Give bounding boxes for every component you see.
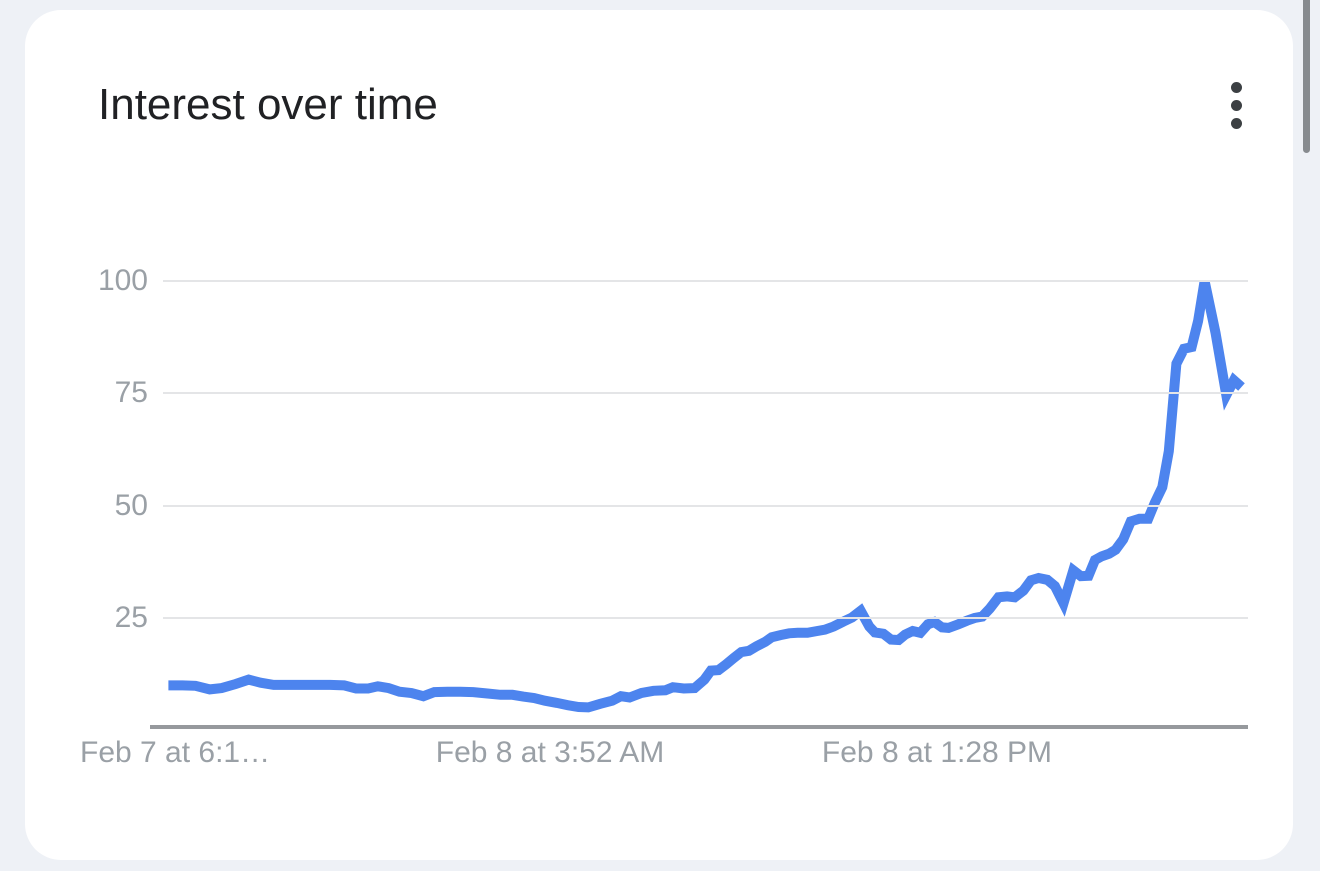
x-axis-line: [150, 725, 1248, 729]
gridline: [163, 280, 1248, 282]
kebab-menu-icon: [1230, 81, 1242, 93]
y-axis-label: 75: [114, 376, 148, 410]
x-axis-label: Feb 8 at 1:28 PM: [821, 736, 1053, 769]
more-options-button[interactable]: [1213, 70, 1259, 140]
gridline: [163, 392, 1248, 395]
y-axis-label: 50: [114, 488, 148, 522]
y-axis-label: 100: [97, 264, 148, 297]
kebab-menu-icon: [1230, 117, 1242, 129]
interest-over-time-card: Interest over time: [25, 10, 1293, 860]
x-axis-label: Feb 8 at 3:52 AM: [435, 736, 665, 769]
y-axis-label: 25: [114, 600, 148, 634]
page-title: Interest over time: [98, 80, 438, 129]
kebab-menu-icon: [1230, 99, 1242, 111]
page-scrollbar-thumb[interactable]: [1303, 0, 1310, 153]
gridline: [163, 616, 1248, 619]
gridline: [163, 504, 1248, 507]
trend-line: [168, 279, 1245, 713]
x-axis-label: Feb 7 at 6:1…: [80, 736, 271, 769]
